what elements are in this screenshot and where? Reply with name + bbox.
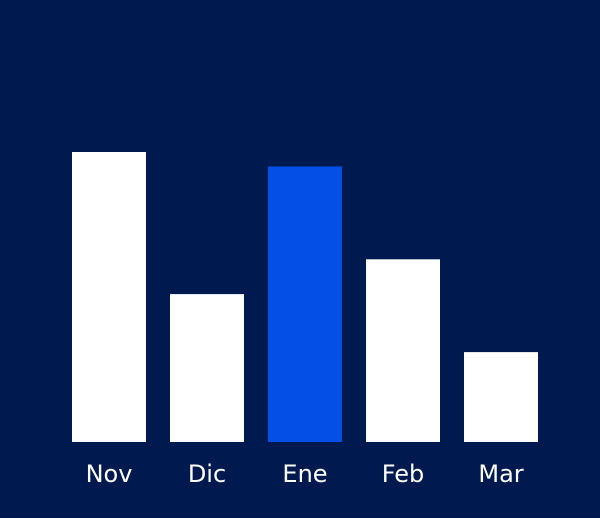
bar-dic — [170, 294, 244, 442]
x-tick-label-nov: Nov — [86, 460, 133, 488]
x-axis-labels: Nov Dic Ene Feb Mar — [86, 460, 524, 488]
bar-mar — [464, 352, 538, 442]
bars-group — [72, 152, 538, 442]
x-tick-label-mar: Mar — [478, 460, 523, 488]
bar-feb — [366, 259, 440, 442]
bar-ene — [268, 166, 342, 442]
bar-nov — [72, 152, 146, 442]
x-tick-label-dic: Dic — [188, 460, 226, 488]
x-tick-label-feb: Feb — [382, 460, 425, 488]
x-tick-label-ene: Ene — [282, 460, 327, 488]
